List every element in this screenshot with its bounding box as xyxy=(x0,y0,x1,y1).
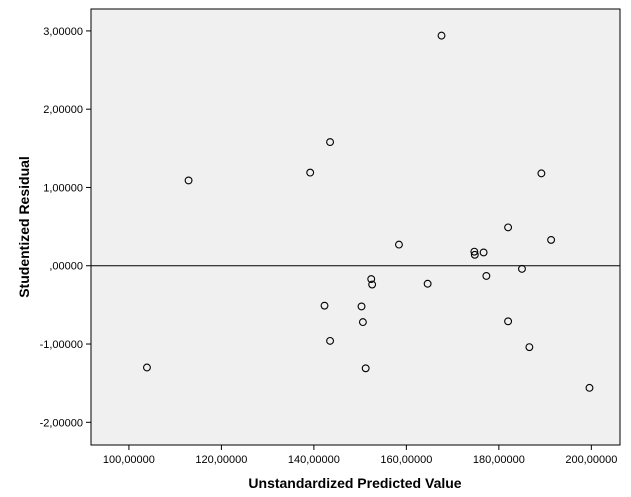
data-point xyxy=(423,279,432,288)
data-point xyxy=(482,271,491,280)
data-point xyxy=(518,264,526,273)
x-tick-label: 160,00000 xyxy=(380,454,432,466)
y-tick-label: 1,00000 xyxy=(43,182,83,194)
data-point xyxy=(537,169,546,178)
y-tick-label: -2,00000 xyxy=(40,417,83,429)
plot-area xyxy=(90,8,621,446)
data-point xyxy=(504,223,513,232)
data-point xyxy=(326,336,335,345)
y-tick-label: 2,00000 xyxy=(43,104,83,116)
data-point xyxy=(326,138,335,147)
y-tick-label: -1,00000 xyxy=(40,339,83,351)
data-points xyxy=(143,31,594,392)
y-axis-title: Studentized Residual xyxy=(16,156,32,298)
data-point xyxy=(368,280,377,289)
x-axis-title: Unstandardized Predicted Value xyxy=(248,475,461,491)
data-point xyxy=(367,275,376,284)
x-tick-label: 100,00000 xyxy=(103,454,155,466)
data-point xyxy=(361,364,370,373)
data-point xyxy=(470,247,479,256)
x-axis-ticks: 100,00000 120,00000 140,00000 160,00000 180,… xyxy=(103,445,617,466)
data-point xyxy=(470,250,479,259)
x-tick-label: 200,00000 xyxy=(565,454,617,466)
data-point xyxy=(547,235,556,244)
data-point xyxy=(504,317,513,326)
data-point xyxy=(357,302,366,311)
data-point xyxy=(306,168,315,177)
y-tick-label: ,00000 xyxy=(49,261,83,273)
data-point xyxy=(525,343,534,352)
data-point xyxy=(320,301,329,310)
data-point xyxy=(479,248,488,257)
data-point xyxy=(395,240,403,249)
data-point xyxy=(184,176,193,185)
data-point xyxy=(585,383,594,392)
x-tick-label: 180,00000 xyxy=(473,454,525,466)
x-tick-label: 120,00000 xyxy=(195,454,247,466)
data-point xyxy=(437,31,446,40)
data-point xyxy=(143,363,151,372)
x-tick-label: 140,00000 xyxy=(288,454,340,466)
y-axis-ticks: -2,00000 -1,00000 ,00000 1,00000 2,00000 3,00… xyxy=(40,26,91,429)
y-tick-label: 3,00000 xyxy=(43,26,83,38)
data-point xyxy=(358,318,367,327)
